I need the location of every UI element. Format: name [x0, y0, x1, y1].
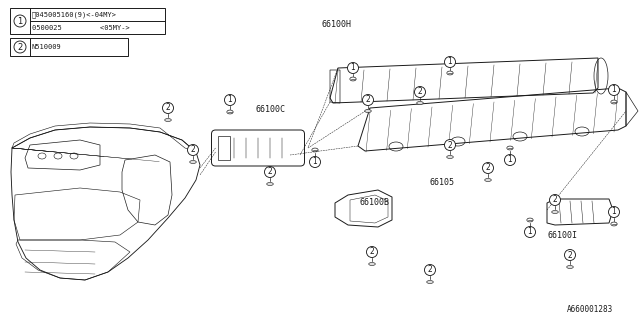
Text: 1: 1	[508, 156, 513, 164]
Circle shape	[445, 57, 456, 68]
Text: 66105: 66105	[430, 178, 455, 187]
Text: 66100H: 66100H	[322, 20, 352, 29]
Text: 66100B: 66100B	[360, 198, 390, 207]
Circle shape	[225, 94, 236, 106]
Circle shape	[367, 246, 378, 258]
Text: 2: 2	[552, 196, 557, 204]
Text: 2: 2	[365, 95, 371, 105]
Text: 2: 2	[568, 251, 572, 260]
Circle shape	[445, 140, 456, 150]
Text: 0500025         <05MY->: 0500025 <05MY->	[32, 25, 130, 30]
Text: 1: 1	[447, 58, 452, 67]
Text: A660001283: A660001283	[567, 305, 613, 314]
Ellipse shape	[427, 281, 433, 284]
Ellipse shape	[164, 118, 172, 122]
Text: 2: 2	[166, 103, 170, 113]
Bar	[10, 8, 165, 34]
Circle shape	[415, 86, 426, 98]
Ellipse shape	[484, 179, 492, 181]
Text: 1: 1	[17, 17, 22, 26]
Ellipse shape	[267, 182, 273, 186]
Text: N510009: N510009	[32, 44, 61, 50]
Circle shape	[564, 250, 575, 260]
Circle shape	[163, 102, 173, 114]
Circle shape	[525, 227, 536, 237]
Bar	[10, 38, 128, 56]
Circle shape	[424, 265, 435, 276]
Text: 1: 1	[228, 95, 232, 105]
Ellipse shape	[417, 101, 423, 105]
Circle shape	[264, 166, 275, 178]
Text: 2: 2	[418, 87, 422, 97]
Text: 1: 1	[612, 85, 616, 94]
Text: 1: 1	[351, 63, 355, 73]
Text: 66100I: 66100I	[548, 231, 578, 240]
Circle shape	[362, 94, 374, 106]
Text: 2: 2	[17, 43, 22, 52]
Text: Ⓢ045005160(9)<-04MY>: Ⓢ045005160(9)<-04MY>	[32, 11, 117, 18]
Circle shape	[483, 163, 493, 173]
Text: 1: 1	[312, 157, 317, 166]
Ellipse shape	[189, 161, 196, 164]
Circle shape	[550, 195, 561, 205]
Circle shape	[14, 41, 26, 53]
Text: 2: 2	[486, 164, 490, 172]
Circle shape	[609, 206, 620, 218]
Text: 66100C: 66100C	[255, 105, 285, 114]
Text: 2: 2	[447, 140, 452, 149]
Text: 2: 2	[268, 167, 273, 177]
Ellipse shape	[447, 156, 453, 158]
Text: 1: 1	[612, 207, 616, 217]
Text: 2: 2	[428, 266, 433, 275]
Circle shape	[14, 15, 26, 27]
Circle shape	[504, 155, 515, 165]
Circle shape	[188, 145, 198, 156]
Text: 2: 2	[370, 247, 374, 257]
Ellipse shape	[369, 262, 375, 266]
Ellipse shape	[566, 266, 573, 268]
Text: 1: 1	[527, 228, 532, 236]
Ellipse shape	[552, 211, 558, 213]
Ellipse shape	[365, 109, 371, 113]
Circle shape	[348, 62, 358, 74]
Text: 2: 2	[191, 146, 195, 155]
Circle shape	[310, 156, 321, 167]
Circle shape	[609, 84, 620, 95]
